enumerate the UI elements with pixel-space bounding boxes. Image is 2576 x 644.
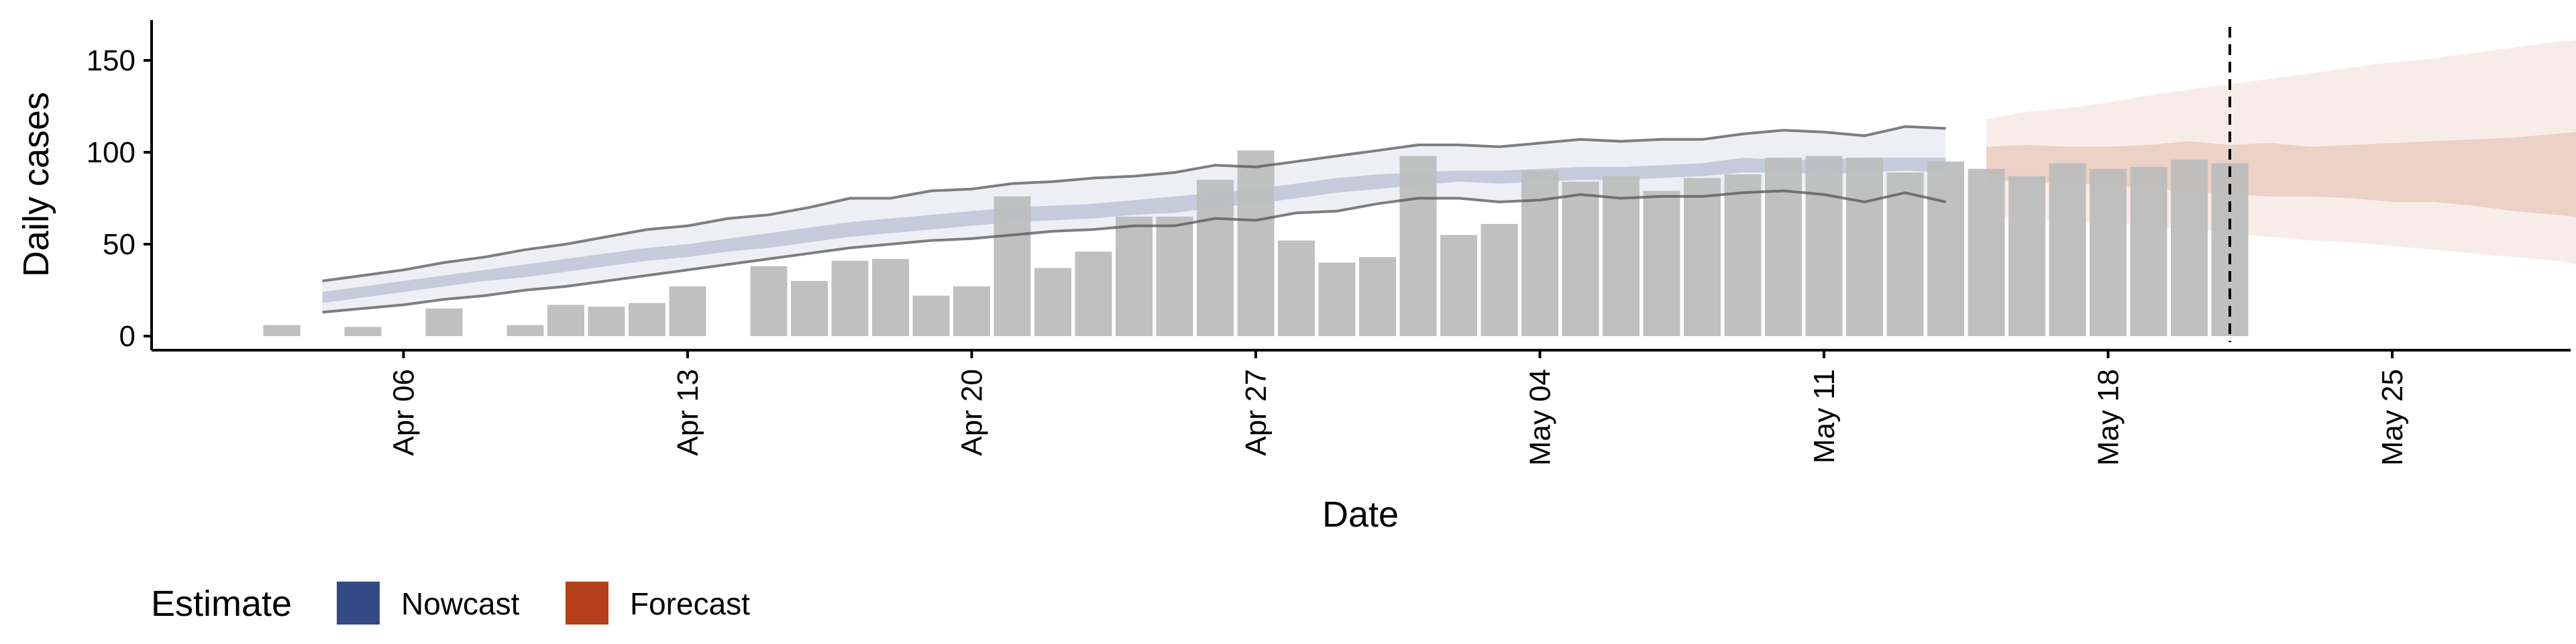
y-tick-label: 100 xyxy=(87,136,136,169)
case-bar xyxy=(669,286,706,336)
case-bar xyxy=(1968,168,2005,336)
y-axis-title: Daily cases xyxy=(16,92,56,277)
y-tick-label: 0 xyxy=(119,320,136,353)
x-tick-label: Apr 20 xyxy=(956,369,989,456)
case-bar xyxy=(1765,158,1802,336)
case-bar xyxy=(1075,252,1112,336)
case-bar xyxy=(831,260,869,336)
x-tick-label: May 11 xyxy=(1808,369,1841,464)
case-bar xyxy=(1399,156,1437,336)
legend: Estimate Nowcast Forecast xyxy=(151,582,750,625)
case-bar xyxy=(1237,150,1275,337)
case-bar xyxy=(425,308,463,336)
case-bar xyxy=(1034,268,1071,336)
forecast-inner-band xyxy=(1986,131,2576,217)
case-bar xyxy=(912,295,950,336)
case-bar xyxy=(1521,170,1558,336)
case-bar xyxy=(750,266,788,336)
case-bar xyxy=(1927,161,1964,336)
case-bar xyxy=(1156,216,1193,336)
case-bar xyxy=(1724,174,1762,336)
case-bar xyxy=(1318,262,1356,336)
legend-label-forecast: Forecast xyxy=(630,586,750,621)
case-bar xyxy=(1278,240,1315,336)
case-bar xyxy=(994,196,1031,336)
case-bar xyxy=(1846,158,1883,336)
legend-swatch-forecast xyxy=(566,582,608,625)
legend-swatch-nowcast xyxy=(337,582,380,625)
case-bar xyxy=(2049,163,2086,336)
x-tick-label: May 25 xyxy=(2376,369,2409,466)
legend-label-nowcast: Nowcast xyxy=(401,586,520,621)
x-axis-ticks: Apr 06 Apr 13 Apr 20 Apr 27 May 04 May 11 May … xyxy=(388,350,2409,466)
case-bar xyxy=(1359,257,1396,336)
x-tick-label: Apr 13 xyxy=(672,369,704,456)
case-bar xyxy=(547,305,584,336)
case-bar xyxy=(872,258,909,336)
case-bar xyxy=(588,307,625,336)
case-bar xyxy=(344,327,382,336)
case-bar xyxy=(2130,166,2167,336)
case-bar xyxy=(1886,172,1924,336)
case-bar xyxy=(1603,176,1640,336)
y-tick-label: 50 xyxy=(103,228,136,261)
x-tick-label: Apr 06 xyxy=(388,369,421,456)
case-bar xyxy=(506,325,544,336)
case-bar xyxy=(2090,168,2127,336)
case-bar xyxy=(1684,178,1721,336)
case-bar xyxy=(1481,223,1518,336)
case-bar xyxy=(1440,235,1477,336)
case-bar xyxy=(2171,160,2208,336)
case-bar xyxy=(791,280,828,336)
case-bar xyxy=(629,303,665,336)
nowcast-lower-line xyxy=(322,189,1946,314)
case-bar xyxy=(2008,176,2045,336)
case-bar xyxy=(1805,156,1843,336)
x-tick-label: May 04 xyxy=(1524,369,1557,466)
y-tick-label: 150 xyxy=(87,44,136,77)
y-axis-ticks: 0 50 100 150 xyxy=(87,44,152,353)
case-bar xyxy=(1562,181,1599,336)
x-tick-label: May 18 xyxy=(2092,369,2125,466)
case-bar xyxy=(1197,180,1234,336)
axes xyxy=(150,20,2571,352)
case-bar xyxy=(953,286,990,336)
x-axis-title: Date xyxy=(1322,494,1399,535)
x-tick-label: Apr 27 xyxy=(1240,369,1273,456)
nowcast-interval-lines xyxy=(322,125,1946,314)
nowcast-upper-line xyxy=(322,125,1946,282)
case-bar xyxy=(1116,216,1152,336)
case-bar xyxy=(1643,191,1680,336)
observed-case-bars xyxy=(263,150,2249,337)
legend-title: Estimate xyxy=(151,584,292,624)
case-bar xyxy=(263,325,301,336)
